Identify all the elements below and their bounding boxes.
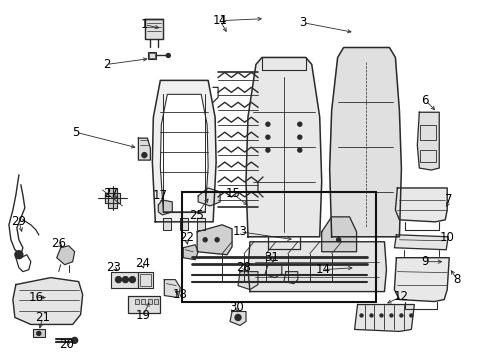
Polygon shape (238, 272, 258, 289)
Circle shape (142, 153, 147, 158)
Text: 5: 5 (72, 126, 79, 139)
Text: 23: 23 (106, 261, 121, 274)
Bar (138, 272, 153, 288)
Bar (420, 125, 436, 140)
Circle shape (266, 135, 270, 139)
Polygon shape (322, 217, 357, 252)
Text: 31: 31 (265, 251, 279, 264)
Bar (149, 54, 155, 58)
Text: 6: 6 (421, 94, 429, 107)
Text: 2: 2 (103, 58, 110, 71)
Polygon shape (146, 19, 163, 39)
Text: 7: 7 (445, 193, 453, 206)
Polygon shape (138, 138, 150, 160)
Text: 13: 13 (233, 225, 247, 238)
Text: 24: 24 (135, 257, 150, 270)
Bar (182, 192, 376, 302)
Polygon shape (394, 258, 449, 302)
Text: 1: 1 (141, 18, 148, 31)
Circle shape (129, 276, 135, 283)
Polygon shape (164, 280, 180, 298)
Circle shape (122, 276, 128, 283)
Text: 8: 8 (453, 273, 461, 286)
Circle shape (266, 148, 270, 152)
Text: 3: 3 (299, 16, 306, 29)
Polygon shape (197, 225, 232, 255)
Polygon shape (57, 246, 74, 265)
Circle shape (203, 238, 207, 242)
Text: 15: 15 (225, 188, 241, 201)
Text: 25: 25 (189, 210, 204, 222)
Bar (33, 329, 45, 337)
Circle shape (266, 122, 270, 126)
Bar (128, 296, 160, 314)
Polygon shape (163, 218, 172, 230)
Text: 10: 10 (440, 231, 455, 244)
Polygon shape (330, 48, 401, 237)
Text: 26: 26 (51, 237, 66, 250)
Text: 20: 20 (59, 338, 74, 351)
Polygon shape (158, 200, 172, 215)
Text: 9: 9 (421, 255, 429, 268)
Text: 12: 12 (394, 290, 409, 303)
Circle shape (410, 314, 413, 317)
Polygon shape (265, 265, 282, 278)
Bar (135, 298, 140, 303)
Circle shape (166, 54, 171, 58)
Text: 27: 27 (103, 188, 118, 201)
Polygon shape (355, 305, 415, 332)
Text: 30: 30 (230, 301, 245, 314)
Polygon shape (13, 278, 83, 324)
Circle shape (37, 332, 41, 336)
Circle shape (400, 314, 403, 317)
Text: 4: 4 (219, 14, 226, 27)
Text: 16: 16 (28, 291, 43, 304)
Polygon shape (284, 272, 298, 284)
Circle shape (360, 314, 363, 317)
Bar (141, 274, 151, 285)
Polygon shape (160, 94, 208, 212)
Bar (154, 298, 158, 303)
Text: 22: 22 (179, 231, 194, 244)
Polygon shape (394, 235, 448, 250)
Circle shape (15, 251, 23, 259)
Circle shape (298, 148, 302, 152)
Bar (148, 298, 152, 303)
Text: 19: 19 (136, 309, 151, 322)
Text: 29: 29 (11, 215, 26, 228)
Text: 11: 11 (213, 14, 227, 27)
Bar (420, 150, 436, 162)
Circle shape (380, 314, 383, 317)
Text: 28: 28 (237, 261, 251, 274)
Bar (142, 298, 146, 303)
Circle shape (215, 238, 219, 242)
Circle shape (370, 314, 373, 317)
Circle shape (298, 122, 302, 126)
Text: 21: 21 (35, 311, 50, 324)
Text: 18: 18 (173, 288, 188, 301)
Bar (111, 272, 138, 288)
Polygon shape (180, 218, 188, 230)
Text: 17: 17 (153, 189, 168, 202)
Polygon shape (197, 218, 205, 230)
Polygon shape (395, 188, 447, 222)
Polygon shape (107, 188, 118, 208)
Text: 14: 14 (315, 263, 330, 276)
Circle shape (72, 337, 77, 343)
Polygon shape (417, 112, 439, 170)
Polygon shape (246, 58, 322, 237)
Circle shape (390, 314, 393, 317)
Polygon shape (183, 245, 198, 260)
Circle shape (235, 315, 241, 320)
Bar (148, 53, 156, 59)
Polygon shape (198, 188, 220, 206)
Circle shape (337, 238, 341, 242)
Polygon shape (152, 80, 216, 222)
Polygon shape (248, 242, 387, 292)
Polygon shape (104, 193, 121, 203)
Circle shape (116, 276, 122, 283)
Polygon shape (230, 311, 246, 325)
Circle shape (298, 135, 302, 139)
